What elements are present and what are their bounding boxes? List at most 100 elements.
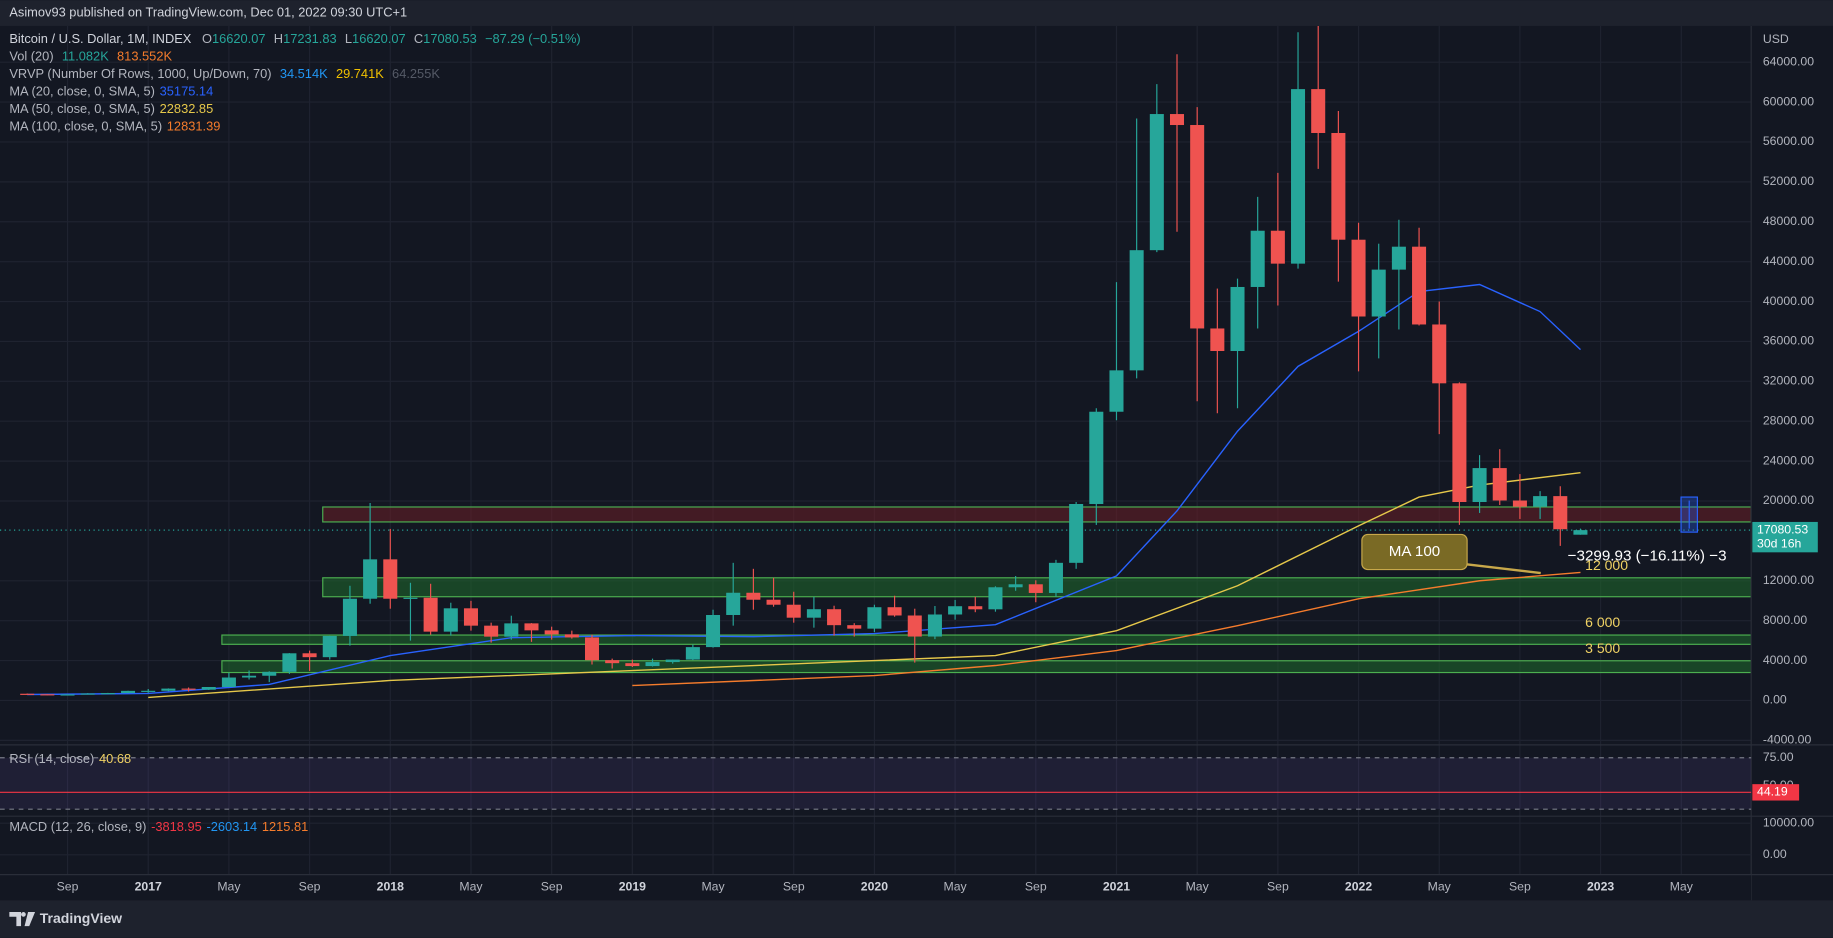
candle-body: [887, 607, 902, 616]
ma-legend: MA (20, close, 0, SMA, 5) 35175.14 MA (50,…: [9, 84, 220, 134]
close-value: 17080.53: [423, 31, 477, 46]
candle-body: [20, 693, 35, 695]
candle-body: [100, 693, 115, 695]
x-tick-label: Sep: [541, 880, 563, 894]
ma-name: MA (100, close, 0, SMA, 5): [9, 119, 162, 134]
candle-body: [1048, 562, 1063, 593]
macd-value: 1215.81: [262, 819, 308, 834]
candle-body: [1291, 89, 1306, 264]
candle-body: [383, 559, 398, 599]
y-axis: -4000.00 0.00 4000.00 8000.00 12000.00 20000.…: [1763, 54, 1814, 746]
ma-line: [27, 283, 1581, 696]
macd-value: -3818.95: [151, 819, 202, 834]
macd-legend: MACD (12, 26, close, 9) -3818.95 -2603.14 1…: [9, 819, 308, 834]
change: −87.29 (−0.51%): [485, 31, 581, 46]
candle-body: [544, 630, 559, 635]
candle-body: [262, 671, 277, 676]
open-value: 16620.07: [212, 31, 266, 46]
x-tick-label: May: [944, 880, 968, 894]
candle-body: [1250, 230, 1265, 287]
vrvp-title: VRVP (Number Of Rows, 1000, Up/Down, 70): [9, 66, 271, 81]
candle-body: [121, 690, 136, 694]
x-tick-label: Sep: [57, 880, 79, 894]
candle-body: [423, 597, 438, 632]
legend-vol: Vol (20) 11.082K 813.552K: [9, 49, 172, 64]
rsi-badge-value: 44.19: [1757, 785, 1788, 799]
candle-body: [625, 663, 640, 667]
rsi-tick-label: 75.00: [1763, 750, 1794, 764]
candle-body: [80, 693, 95, 695]
candle-body: [221, 677, 236, 687]
x-tick-label: Sep: [783, 880, 805, 894]
candle-body: [1533, 496, 1548, 507]
publisher: Asimov93 published on TradingView.com, D…: [9, 4, 407, 19]
rsi-badge: [1752, 784, 1800, 801]
candle-body: [706, 614, 721, 648]
symbol: Bitcoin / U.S. Dollar, 1M, INDEX: [9, 31, 191, 46]
vol-ma: 813.552K: [117, 49, 172, 64]
candle-body: [1169, 114, 1185, 126]
candle-body: [443, 608, 458, 632]
ma-lines: [27, 283, 1581, 699]
x-tick-label: 2017: [135, 880, 162, 894]
rsi-legend: RSI (14, close) 40.68: [9, 751, 131, 766]
y-tick-label: 48000.00: [1763, 214, 1814, 228]
candle-body: [1472, 468, 1487, 502]
ma-line: [148, 472, 1581, 699]
candle-body: [827, 609, 842, 626]
c-label: C: [414, 31, 423, 46]
high-value: 17231.83: [283, 31, 337, 46]
candle-body: [60, 694, 75, 696]
time-axis: [0, 874, 1752, 901]
y-tick-label: 56000.00: [1763, 134, 1814, 148]
candle-body: [1512, 500, 1527, 507]
x-tick-label: 2023: [1587, 880, 1614, 894]
candle-body: [766, 599, 781, 605]
candle-body: [1492, 468, 1507, 501]
candle-body: [1109, 370, 1124, 412]
candle-body: [504, 623, 519, 637]
h-label: H: [274, 31, 283, 46]
ma-legend-entry: MA (100, close, 0, SMA, 5) 12831.39: [9, 119, 220, 134]
candle-body: [645, 662, 660, 667]
candle-body: [806, 609, 821, 618]
legend-main: Bitcoin / U.S. Dollar, 1M, INDEX O16620.…: [9, 31, 580, 46]
x-tick-label: 2018: [377, 880, 404, 894]
candle-body: [1351, 239, 1366, 317]
candle-body: [1553, 496, 1568, 530]
candle-body: [665, 659, 680, 663]
candle-body: [746, 592, 761, 600]
callout-pointer: [1461, 562, 1541, 575]
y-tick-label: 20000.00: [1763, 493, 1814, 507]
candle-body: [726, 592, 741, 615]
x-tick-label: Sep: [1025, 880, 1047, 894]
candle-body: [342, 598, 357, 636]
vrvp-up: 34.514K: [280, 66, 328, 81]
candle-body: [685, 647, 700, 660]
zone-label: 12 000: [1585, 557, 1628, 573]
vrvp-down: 29.741K: [336, 66, 384, 81]
l-label: L: [345, 31, 352, 46]
candle-body: [564, 634, 579, 638]
x-tick-label: Sep: [299, 880, 321, 894]
candle-body: [1331, 132, 1346, 240]
y-tick-label: 64000.00: [1763, 54, 1814, 68]
candle-body: [1311, 89, 1326, 133]
rsi-band: [0, 757, 1752, 810]
y-tick-label: 32000.00: [1763, 374, 1814, 388]
candle-body: [1210, 328, 1225, 352]
ma-value: 22832.85: [160, 102, 214, 117]
y-tick-label: -4000.00: [1763, 733, 1812, 747]
candles: [20, 25, 1588, 696]
candle-body: [1432, 324, 1447, 384]
candle-body: [1008, 584, 1023, 588]
candle-body: [403, 597, 418, 599]
rsi-title: RSI (14, close): [9, 751, 94, 766]
measure-text: −3299.93 (−16.11%) −3: [1568, 548, 1727, 565]
candle-body: [322, 635, 337, 658]
candle-body: [927, 614, 942, 637]
candle-body: [1371, 269, 1386, 317]
x-tick-label: Sep: [1267, 880, 1289, 894]
